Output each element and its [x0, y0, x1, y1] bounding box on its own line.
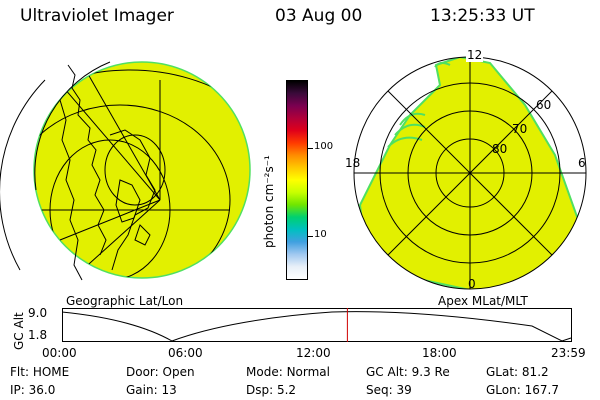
geographic-image [0, 61, 251, 281]
altitude-curve [62, 311, 572, 342]
altitude-xtick-2359: 23:59 [551, 346, 586, 360]
mlt-label-0: 0 [468, 277, 476, 291]
colorbar-tick-100: 100 [314, 141, 334, 152]
mlat-label-60: 60 [536, 98, 552, 112]
status-dsp: Dsp: 5.2 [246, 383, 297, 397]
time-label: 13:25:33 UT [430, 6, 535, 26]
polar-image [353, 56, 587, 290]
instrument-title: Ultraviolet Imager [20, 6, 174, 26]
status-mode: Mode: Normal [246, 365, 330, 379]
colorbar-unit-label: photon cm⁻²s⁻¹ [262, 155, 276, 248]
altitude-ytick-9: 9.0 [28, 306, 48, 320]
status-glon: GLon: 167.7 [486, 383, 559, 397]
altitude-xtick-1800: 18:00 [422, 346, 457, 360]
colorbar-tick-10: 10 [314, 229, 327, 240]
status-door: Door: Open [126, 365, 195, 379]
altitude-ylabel: GC Alt [12, 312, 26, 350]
altitude-xtick-0600: 06:00 [168, 346, 203, 360]
mlt-label-18: 18 [345, 156, 361, 170]
status-flt: Flt: HOME [10, 365, 70, 379]
status-seq: Seq: 39 [366, 383, 412, 397]
earth-disk [33, 61, 251, 279]
mlat-label-70: 70 [512, 122, 528, 136]
polar-grid [353, 56, 587, 290]
coastlines [59, 64, 156, 281]
altitude-plot [62, 308, 572, 342]
status-gc-alt: GC Alt: 9.3 Re [366, 365, 450, 379]
colorbar-tick-mark-10 [308, 236, 313, 237]
mlt-label-6: 6 [578, 156, 586, 170]
altitude-xtick-1200: 12:00 [296, 346, 331, 360]
apex-caption: Apex MLat/MLT [438, 294, 528, 308]
date-label: 03 Aug 00 [275, 6, 363, 26]
mlt-label-12: 12 [466, 48, 484, 62]
status-gain: Gain: 13 [126, 383, 177, 397]
status-glat: GLat: 81.2 [486, 365, 549, 379]
outer-arcs [0, 61, 111, 271]
geographic-caption: Geographic Lat/Lon [66, 294, 184, 308]
altitude-ytick-1-8: 1.8 [28, 328, 48, 342]
colorbar-tick-mark-100 [308, 148, 313, 149]
altitude-xtick-0000: 00:00 [42, 346, 77, 360]
colorbar [286, 80, 308, 280]
mlat-label-80: 80 [492, 142, 508, 156]
status-ip: IP: 36.0 [10, 383, 56, 397]
altitude-plot-frame [62, 308, 572, 342]
